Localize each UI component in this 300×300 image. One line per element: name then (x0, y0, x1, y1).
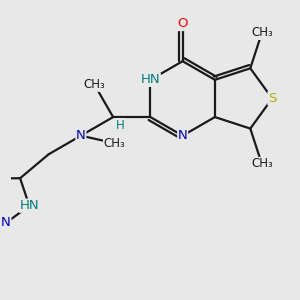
Text: N: N (1, 216, 11, 230)
Text: CH₃: CH₃ (103, 136, 125, 150)
Text: HN: HN (20, 199, 39, 212)
Text: HN: HN (141, 73, 160, 86)
Text: N: N (178, 129, 188, 142)
Text: CH₃: CH₃ (251, 158, 273, 170)
Text: S: S (268, 92, 276, 105)
Text: H: H (116, 118, 125, 132)
Text: O: O (177, 17, 188, 31)
Text: CH₃: CH₃ (84, 78, 105, 91)
Text: CH₃: CH₃ (251, 26, 273, 39)
Text: N: N (76, 129, 86, 142)
